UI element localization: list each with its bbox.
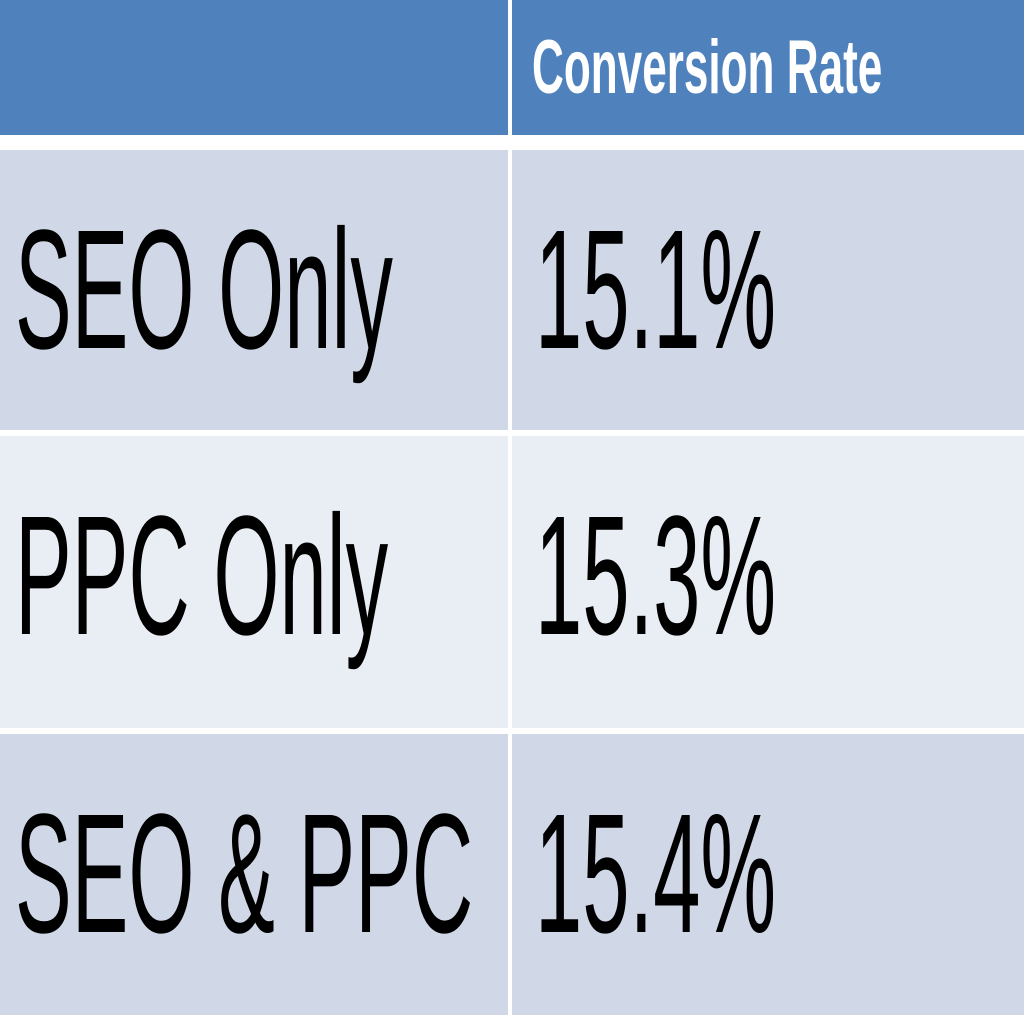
cell-text: PPC Only xyxy=(15,481,389,671)
cell-text: 15.4% xyxy=(535,779,777,969)
header-cell xyxy=(0,0,508,135)
header-text: Conversion Rate xyxy=(532,25,883,110)
cell-text: SEO Only xyxy=(15,195,393,385)
body-cell: SEO Only xyxy=(0,150,508,430)
cell-text: 15.1% xyxy=(535,195,777,385)
body-cell: SEO & PPC xyxy=(0,734,508,1015)
body-cell: 15.4% xyxy=(512,734,1024,1015)
cell-text: SEO & PPC xyxy=(15,779,474,969)
body-cell: 15.3% xyxy=(512,436,1024,728)
body-cell: PPC Only xyxy=(0,436,508,728)
header-cell: Conversion Rate xyxy=(512,0,1024,135)
body-cell: 15.1% xyxy=(512,150,1024,430)
cell-text: 15.3% xyxy=(535,481,777,671)
